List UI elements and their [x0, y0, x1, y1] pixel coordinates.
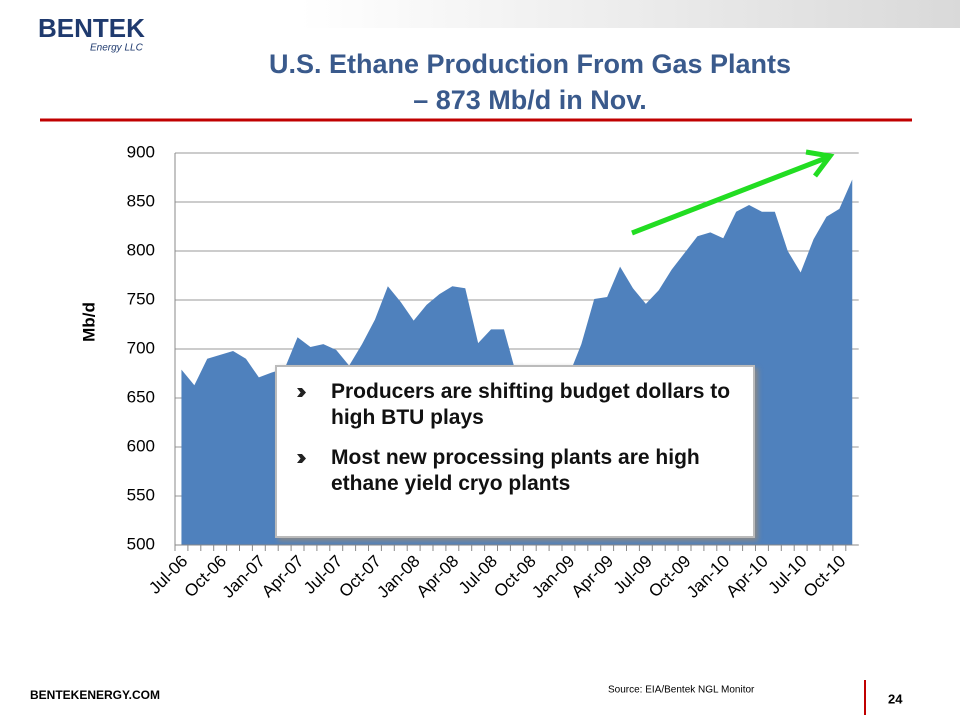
y-tick-label: 750 [127, 289, 155, 308]
title: U.S. Ethane Production From Gas Plants [269, 49, 791, 79]
x-tick-label: Jan-07 [219, 552, 269, 602]
x-tick-label: Apr-07 [258, 552, 308, 602]
x-tick-label: Jan-09 [528, 552, 578, 602]
y-tick-label: 600 [127, 436, 155, 455]
x-tick-label: Apr-08 [413, 552, 463, 602]
y-tick-label: 650 [127, 387, 155, 406]
x-tick-label: Apr-09 [568, 552, 618, 602]
y-tick-label: 550 [127, 485, 155, 504]
callout: Producers are shifting budget dollars to… [275, 365, 755, 538]
footer-site: BENTEKENERGY.COM [30, 688, 160, 702]
y-tick-label: 900 [127, 142, 155, 161]
x-tick-label: Apr-10 [722, 552, 772, 602]
page-number: 24 [888, 691, 903, 706]
x-tick-label: Jan-10 [683, 552, 733, 602]
x-tick-label: Jan-08 [373, 552, 423, 602]
y-tick-label: 800 [127, 240, 155, 259]
bullet: Producers are shifting budget dollars to… [331, 379, 739, 431]
logo-name: BENTEK [38, 13, 145, 43]
header-band [300, 0, 960, 28]
y-tick-label: 700 [127, 338, 155, 357]
bullet: Most new processing plants are high etha… [331, 445, 739, 497]
title: – 873 Mb/d in Nov. [413, 85, 647, 115]
trend-arrow [631, 149, 835, 236]
logo-sub: Energy LLC [90, 43, 144, 54]
source: Source: EIA/Bentek NGL Monitor [608, 685, 755, 696]
y-tick-label: 500 [127, 534, 155, 553]
y-tick-label: 850 [127, 191, 155, 210]
y-axis-label: Mb/d [79, 302, 98, 342]
x-tick-label: Oct-10 [800, 552, 850, 602]
